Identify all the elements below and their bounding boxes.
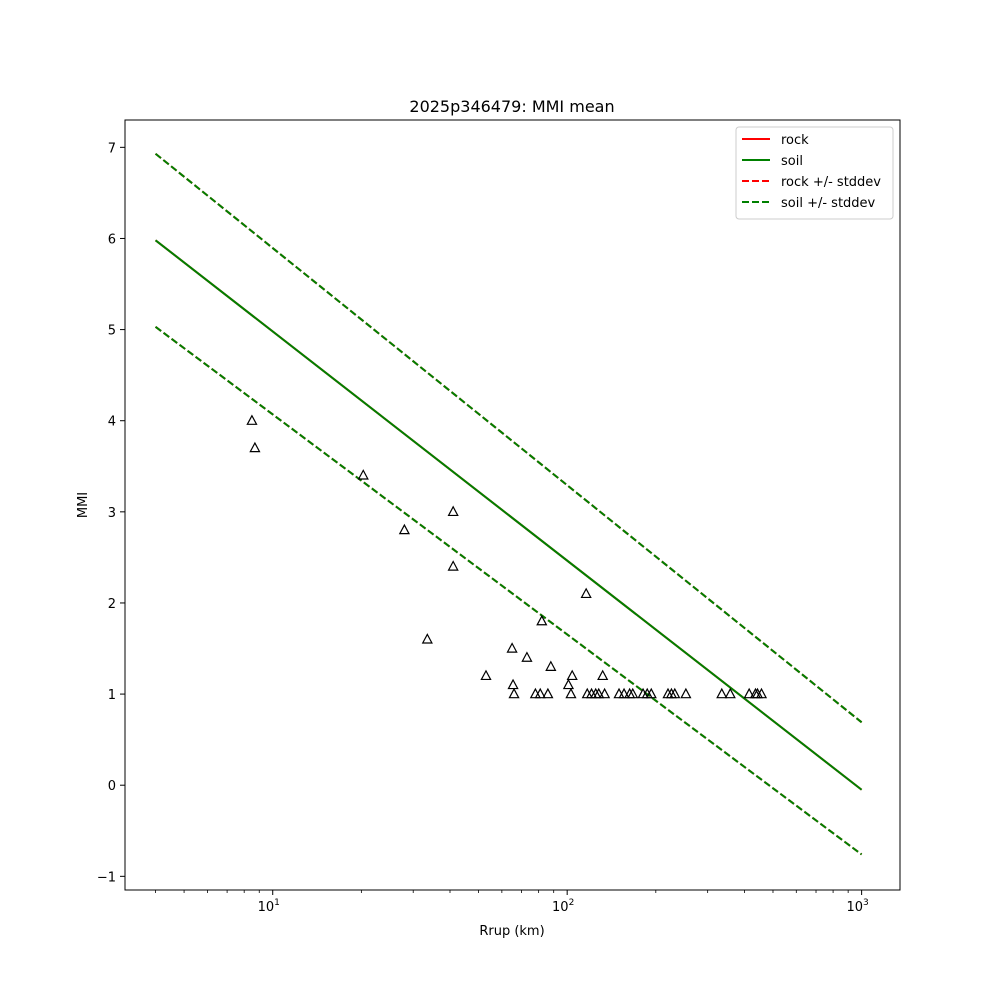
observation-point <box>246 414 258 425</box>
y-tick-label: 1 <box>108 688 116 703</box>
y-tick-label: 4 <box>108 415 116 430</box>
observation-point <box>755 687 768 699</box>
observation-point <box>521 651 533 662</box>
x-tick-label: 103 <box>846 898 868 915</box>
x-axis-label: Rrup (km) <box>479 924 544 939</box>
observation-point <box>480 669 492 681</box>
chart-title: 2025p346479: MMI mean <box>409 97 614 116</box>
observation-point <box>545 660 557 671</box>
observation-point <box>566 669 578 681</box>
observation-point <box>357 469 369 480</box>
y-tick-label: 3 <box>108 506 116 521</box>
observation-point <box>627 687 639 699</box>
observation-point <box>597 669 609 681</box>
observation-point <box>507 678 519 690</box>
plot-frame <box>124 119 901 891</box>
observation-point <box>542 687 554 699</box>
observation-point <box>645 687 657 699</box>
observation-point <box>716 687 728 699</box>
observation-point <box>398 523 410 535</box>
x-tick-label: 102 <box>552 898 574 915</box>
series-line-soil-stddev-0 <box>154 152 863 724</box>
legend: rock soil rock +/- stddev soil +/- stddev <box>735 126 894 220</box>
x-tick-label: 101 <box>258 898 280 915</box>
legend-label: rock <box>781 133 809 148</box>
observation-point <box>536 614 548 626</box>
y-tick-label: −1 <box>97 870 116 885</box>
y-tick-label: 7 <box>108 141 116 156</box>
observation-point <box>580 587 592 599</box>
observation-point <box>562 678 575 690</box>
y-tick-label: 5 <box>108 324 116 339</box>
observation-point <box>724 687 736 699</box>
observation-point <box>508 687 520 699</box>
observation-point <box>743 687 755 699</box>
y-axis-ticks: −1 0 1 2 3 4 5 6 7 <box>97 141 125 885</box>
observation-point <box>565 687 577 699</box>
observation-point <box>447 505 459 517</box>
observation-point <box>421 633 433 644</box>
legend-label: rock +/- stddev <box>781 175 881 190</box>
y-axis-label: MMI <box>76 492 91 518</box>
observation-point <box>447 560 459 571</box>
series-line-soil-stddev-1 <box>154 326 863 856</box>
observation-point <box>598 687 611 699</box>
observation-point <box>534 687 546 699</box>
legend-box <box>735 126 894 220</box>
y-tick-label: 2 <box>108 597 116 612</box>
observation-point <box>249 441 261 453</box>
y-tick-label: 0 <box>108 779 116 794</box>
x-axis-ticks: 101 102 103 <box>155 890 869 915</box>
legend-label: soil +/- stddev <box>781 196 876 211</box>
plot-area <box>124 119 901 891</box>
observation-point <box>593 687 605 699</box>
y-tick-label: 6 <box>108 232 116 247</box>
observation-point <box>506 642 518 653</box>
legend-label: soil <box>781 154 803 169</box>
observation-point <box>669 687 681 699</box>
observation-point <box>680 687 692 699</box>
observation-point <box>618 687 630 699</box>
